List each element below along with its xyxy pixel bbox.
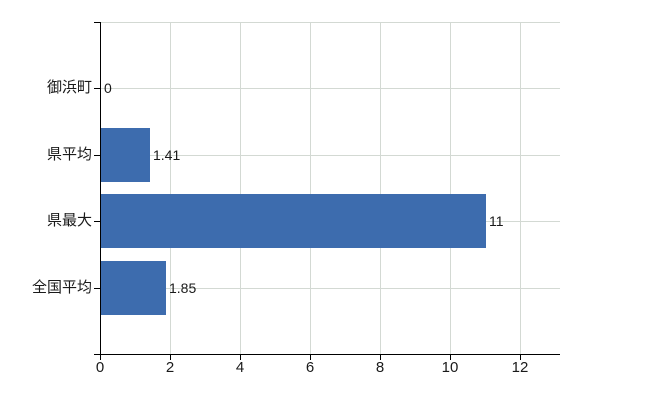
x-tick-label: 6 (305, 359, 315, 376)
vertical-gridline (240, 22, 241, 354)
x-tick-label: 2 (165, 359, 175, 376)
category-label: 県最大 (46, 212, 92, 229)
y-axis-tick (94, 221, 100, 222)
x-axis (100, 354, 560, 355)
bar-value-label: 1.41 (153, 147, 181, 163)
vertical-gridline (450, 22, 451, 354)
x-tick-label: 8 (375, 359, 385, 376)
bar-value-label: 11 (489, 213, 504, 229)
category-gridline (100, 88, 560, 89)
x-axis-tick (170, 355, 171, 360)
bar-value-label: 0 (104, 80, 112, 96)
bar (101, 261, 166, 315)
bar-value-label: 1.85 (169, 280, 197, 296)
vertical-gridline (310, 22, 311, 354)
y-axis-tick (94, 88, 100, 89)
vertical-gridline (380, 22, 381, 354)
category-gridline (100, 155, 560, 156)
category-label: 御浜町 (46, 79, 92, 96)
x-axis-tick (240, 355, 241, 360)
x-tick-label: 12 (511, 359, 529, 376)
x-tick-label: 10 (441, 359, 459, 376)
x-axis-tick (100, 355, 101, 360)
y-axis-tick (94, 155, 100, 156)
category-label: 全国平均 (31, 279, 92, 296)
bar (101, 194, 486, 248)
y-axis-tick (94, 288, 100, 289)
x-axis-tick (520, 355, 521, 360)
top-gridline (100, 22, 560, 23)
x-axis-tick (450, 355, 451, 360)
y-axis (100, 22, 101, 355)
x-tick-label: 0 (95, 359, 105, 376)
y-axis-tick (94, 22, 100, 23)
category-label: 県平均 (46, 146, 92, 163)
vertical-gridline (520, 22, 521, 354)
bar (101, 128, 150, 182)
x-axis-tick (380, 355, 381, 360)
vertical-gridline (170, 22, 171, 354)
y-axis-tick (94, 354, 100, 355)
x-tick-label: 4 (235, 359, 245, 376)
category-gridline (100, 288, 560, 289)
x-axis-tick (310, 355, 311, 360)
